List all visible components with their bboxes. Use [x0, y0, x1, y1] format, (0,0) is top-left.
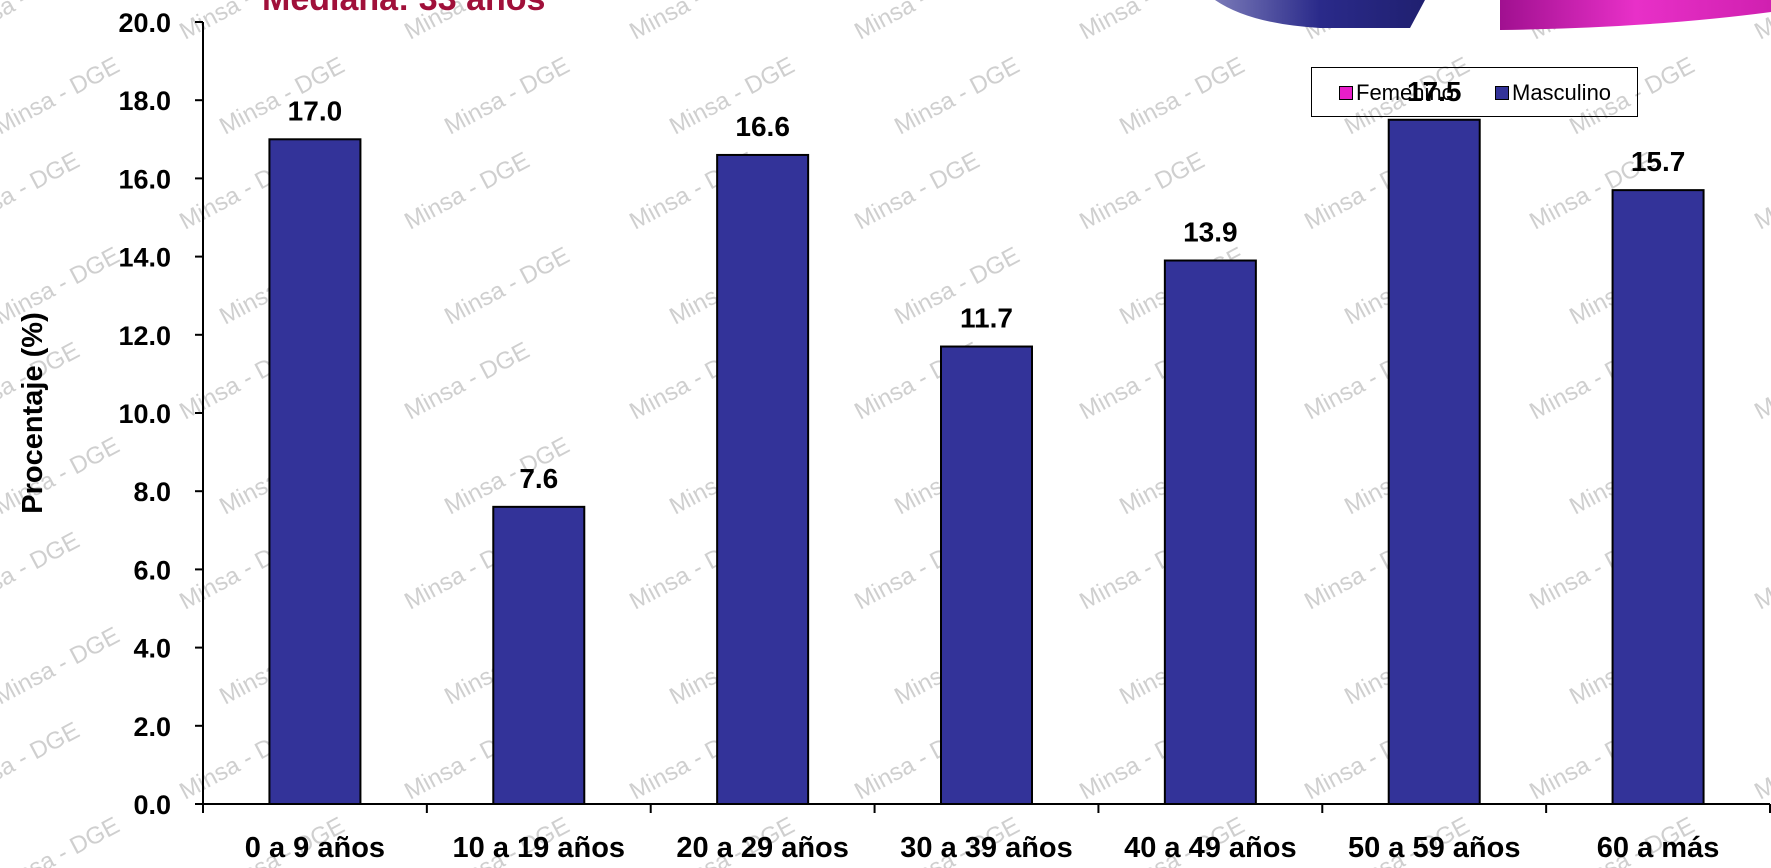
legend-swatch-masculino: [1495, 86, 1509, 100]
x-category-label: 10 a 19 años: [453, 832, 626, 864]
y-tick-label: 14.0: [118, 243, 171, 273]
legend-item-masculino: Masculino: [1495, 80, 1611, 106]
y-tick-label: 16.0: [118, 164, 171, 194]
y-axis-label: Procentaje (%): [17, 312, 49, 513]
y-tick-label: 6.0: [133, 555, 171, 585]
x-category-label: 20 a 29 años: [676, 832, 849, 864]
y-tick-label: 12.0: [118, 321, 171, 351]
y-tick-label: 2.0: [133, 712, 171, 742]
bar-value-label: 15.7: [1631, 146, 1686, 177]
legend-label-femenino: Femenino: [1356, 80, 1454, 105]
bar: [716, 153, 810, 805]
bar: [268, 138, 362, 806]
bar: [492, 505, 586, 805]
x-category-label: 60 a más: [1597, 832, 1720, 864]
y-tick-label: 20.0: [118, 8, 171, 38]
y-tick-label: 8.0: [133, 477, 171, 507]
bar: [940, 345, 1033, 805]
x-category-label: 50 a 59 años: [1348, 832, 1521, 864]
y-tick-label: 10.0: [118, 399, 171, 429]
y-tick-label: 18.0: [118, 86, 171, 116]
chart-subtitle: Mediana: 33 años: [262, 0, 545, 18]
bar-value-label: 13.9: [1183, 217, 1238, 248]
y-tick-label: 4.0: [133, 634, 171, 664]
y-tick-label: 0.0: [133, 790, 171, 820]
legend-item-femenino: Femenino: [1339, 80, 1454, 106]
bar-value-label: 11.7: [960, 303, 1013, 334]
legend: Femenino Masculino: [1311, 67, 1638, 117]
legend-label-masculino: Masculino: [1512, 80, 1612, 105]
bar-value-label: 17.0: [288, 95, 343, 126]
x-category-label: 0 a 9 años: [245, 832, 385, 864]
bar-value-label: 16.6: [735, 111, 790, 142]
bar: [1387, 118, 1481, 805]
bar-value-label: 7.6: [519, 463, 558, 494]
x-category-label: 40 a 49 años: [1124, 832, 1297, 864]
bar: [1611, 189, 1705, 805]
bar: [1163, 259, 1257, 805]
x-category-label: 30 a 39 años: [900, 832, 1073, 864]
bar-value-label: 17.5: [1407, 76, 1462, 107]
legend-swatch-femenino: [1339, 86, 1353, 100]
